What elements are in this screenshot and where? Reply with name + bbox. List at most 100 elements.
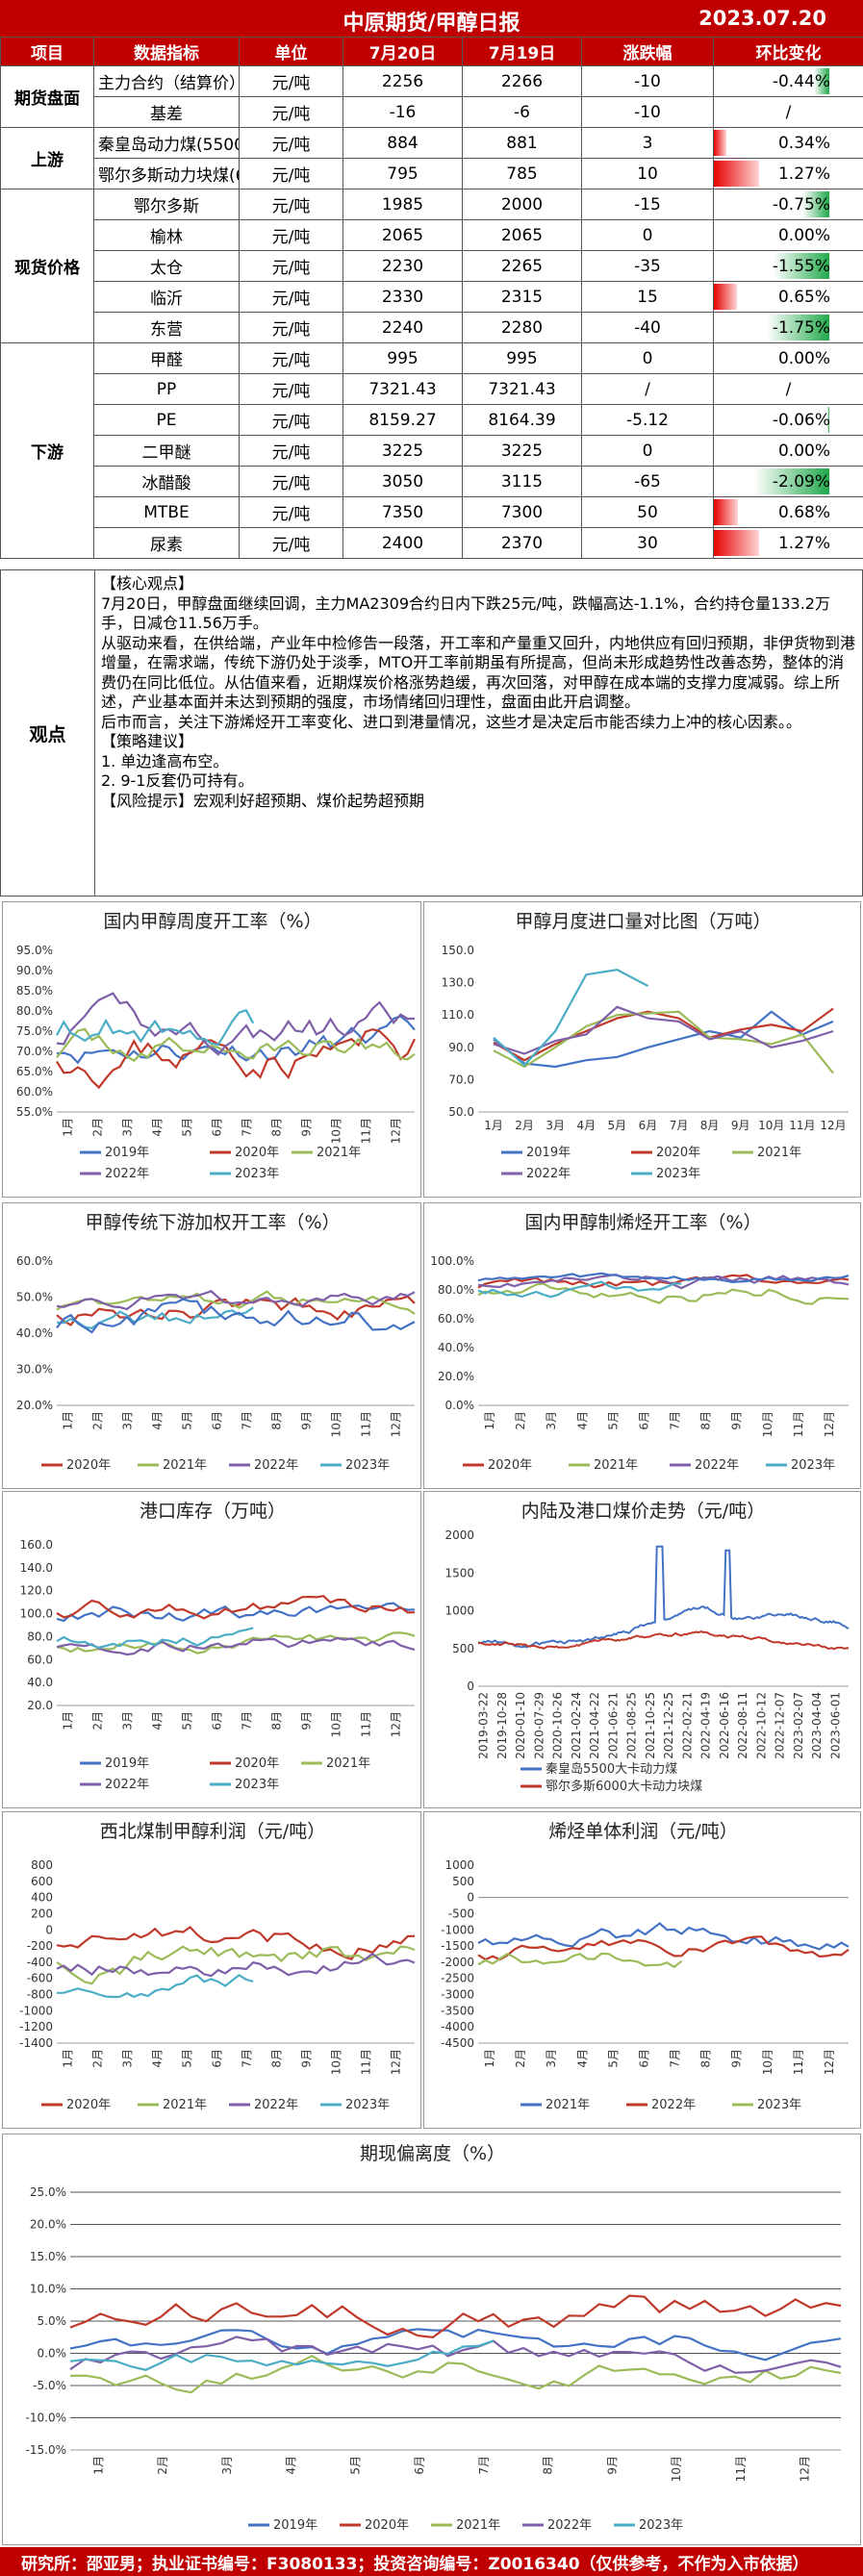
y-tick-label: -4000 [441,2020,474,2033]
pct-change-cell: 1.27% [713,527,863,559]
pct-change-cell: / [713,373,863,405]
table-row: 下游 甲醛 元/吨 995 995 0 0.00% [0,342,863,559]
x-tick-label: 5月 [181,1118,194,1137]
x-tick-label: 5月 [181,1711,194,1730]
legend-label: 2019年 [273,2518,317,2533]
today-value-cell: 3050 [343,466,463,497]
prev-value-cell: 3225 [462,435,582,467]
y-tick-label: 60.0% [16,1254,53,1268]
change-cell: 0 [581,342,714,374]
today-value-cell: 2240 [343,312,463,343]
y-tick-label: 110.0 [442,1008,474,1022]
x-tick-label: 2021-04-22 [588,1692,601,1759]
table-row: 基差 元/吨 -16 -6 -10 / [1,96,863,128]
x-tick-label: 11月 [360,1411,373,1437]
x-tick-label: 8月 [542,2456,555,2475]
series-line [56,1027,416,1063]
pct-change-text: 1.27% [777,533,830,553]
prev-value-cell: 7321.43 [462,373,582,405]
y-tick-label: 10.0% [30,2283,66,2296]
y-tick-label: 1000 [444,1858,474,1872]
x-tick-label: 4月 [285,2456,298,2475]
x-tick-label: 12月 [390,1411,403,1437]
x-tick-label: 4月 [575,2049,589,2068]
unit-cell: 元/吨 [239,158,343,189]
x-tick-label: 5月 [606,1411,620,1430]
table-row: PP 元/吨 7321.43 7321.43// [1,373,863,405]
chart-svg: 国内甲醇制烯烃开工率（%） 100.0% 80.0% 60.0% 40.0% 20.0% 0… [430,1212,850,1473]
x-tick-label: 8月 [270,1711,284,1730]
legend-label: 2021年 [757,1146,801,1160]
x-tick-label: 7月 [669,1411,682,1430]
x-tick-label: 2月 [91,1411,105,1430]
pct-change-text: -0.06% [772,410,830,430]
pct-change-text: 0.65% [777,287,830,307]
series-line [56,1973,254,1999]
today-value-cell: 884 [343,127,463,159]
x-tick-label: 5月 [181,1411,194,1430]
today-value-cell: 2256 [343,65,463,97]
chart-title: 内陆及港口煤价走势（元/吨） [521,1501,765,1522]
y-tick-label: -200 [27,1939,53,1953]
x-tick-label: 11月 [792,2049,805,2075]
y-tick-label: 140.0 [20,1561,53,1575]
y-tick-label: -1200 [19,2020,53,2033]
viewpoint-section: 观点 【核心观点】 7月20日，甲醇盘面继续回调，主力MA2309合约日内下跌25… [0,569,863,897]
unit-cell: 元/吨 [239,342,343,374]
y-tick-label: 5.0% [38,2314,67,2328]
series-line [56,1008,255,1047]
y-tick-label: 90.0 [448,1041,474,1054]
prev-value-cell: 881 [462,127,582,159]
pct-change-text: 1.27% [777,164,830,184]
x-tick-label: 2月 [156,2456,169,2475]
x-tick-label: 2022-12-07 [774,1692,787,1759]
category-cell: 上游 [0,127,94,189]
pct-change-bar [826,407,829,433]
x-tick-label: 2023-04-04 [810,1692,824,1759]
x-tick-label: 3月 [546,1119,565,1132]
x-tick-label: 10月 [330,1118,343,1144]
x-tick-label: 8月 [699,2049,713,2068]
y-tick-label: 20.0% [438,1370,474,1383]
pct-change-cell: 1.27% [713,158,863,189]
series-line [56,1595,416,1620]
chart-title: 西北煤制甲醇利润（元/吨） [100,1821,325,1842]
x-tick-label: 3月 [220,2456,234,2475]
today-value-cell: 2230 [343,250,463,282]
indicator-cell: 尿素 [93,527,240,559]
column-header: 7月20日 [343,37,463,66]
legend-label: 2023年 [235,1778,279,1792]
x-tick-label: 7月 [669,2049,682,2068]
prev-value-cell: 785 [462,158,582,189]
x-tick-label: 7月 [241,2049,254,2068]
legend-label: 2020年 [235,1756,279,1771]
x-tick-label: 1月 [483,2049,496,2068]
series-line [56,1945,416,1985]
x-tick-label: 2021-08-25 [625,1692,639,1759]
x-tick-label: 2021-12-25 [662,1692,675,1759]
pct-change-bar [767,315,829,341]
x-tick-label: 12月 [390,2049,403,2075]
chart-c4: 国内甲醇制烯烃开工率（%） 100.0% 80.0% 60.0% 40.0% 20.0% 0… [423,1202,861,1489]
series-line [477,1922,850,1951]
y-tick-label: -2000 [441,1956,474,1969]
x-tick-label: 10月 [758,1119,784,1132]
report-date: 2023.07.20 [698,7,826,30]
chart-svg: 国内甲醇周度开工率（%） 95.0% 90.0% 85.0% 80.0% 75.0% 70.… [16,911,416,1181]
report-header: 中原期货/甲醇日报 2023.07.20 [0,0,863,37]
x-tick-label: 2023-06-01 [828,1692,842,1759]
pct-change-bar [754,468,829,494]
change-cell: 10 [581,158,714,189]
unit-cell: 元/吨 [239,96,343,128]
y-tick-label: -400 [27,1956,53,1969]
series-line [477,1282,850,1305]
x-tick-label: 6月 [211,1118,224,1137]
x-tick-label: 8月 [270,1118,284,1137]
indicator-cell: 鄂尔多斯 [93,189,240,220]
legend-label: 2023年 [639,2518,683,2533]
footer: 研究所：邵亚男；执业证书编号：F3080133；投资咨询编号：Z0016340（… [0,2547,863,2576]
table-row: PE 元/吨 8159.27 8164.39 -5.12 -0.06% [1,404,863,436]
viewpoint-line: 从驱动来看，在供给端，产业年中检修告一段落，开工率和产量重又回升，内地供应有回归… [101,633,856,712]
y-tick-label: 130.0 [442,976,474,990]
pct-change-bar [802,191,829,217]
